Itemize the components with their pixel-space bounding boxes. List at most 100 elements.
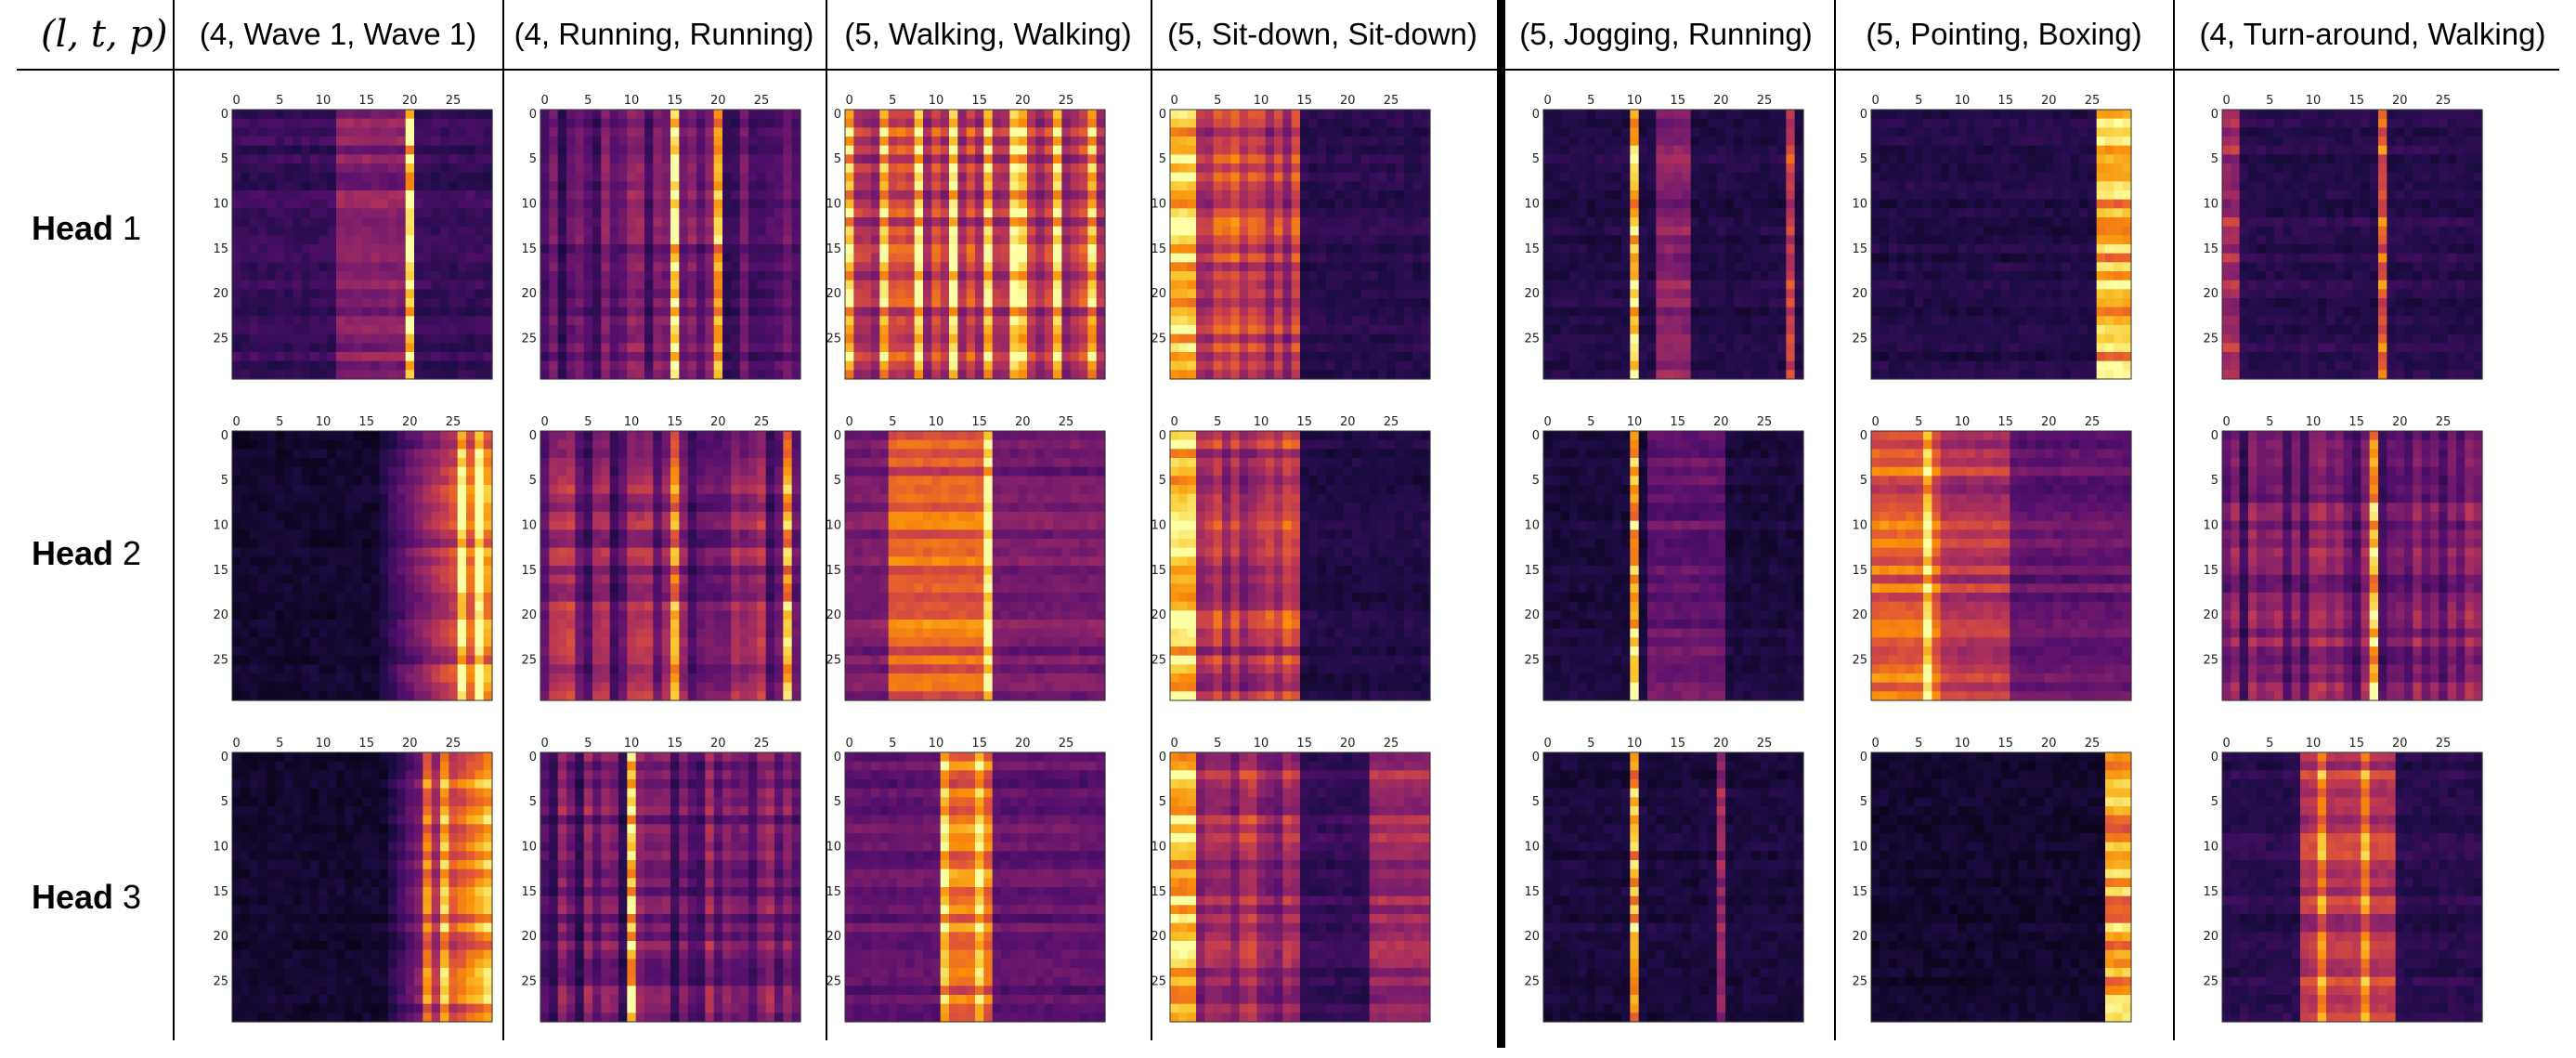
heatmap-cell [1966, 190, 1976, 201]
heatmap-cell [1282, 163, 1293, 174]
heatmap-cell [653, 360, 663, 371]
heatmap-cell [293, 307, 303, 317]
heatmap-cell [1274, 172, 1283, 182]
heatmap-cell [644, 199, 654, 209]
heatmap-cell [1248, 325, 1257, 335]
heatmap-cell [618, 208, 628, 218]
heatmap-cell [2062, 181, 2072, 191]
heatmap-cell [791, 137, 801, 147]
heatmap-cell [1932, 226, 1942, 236]
heatmap-cell [1786, 199, 1796, 209]
heatmap-cell [1213, 253, 1223, 263]
heatmap-cell [670, 118, 680, 128]
heatmap-cell [653, 118, 663, 128]
heatmap-cell [1395, 316, 1405, 326]
heatmap-cell [1282, 181, 1293, 191]
heatmap-cell [722, 190, 732, 201]
heatmap-cell [1230, 217, 1241, 228]
heatmap-cell [1569, 226, 1579, 236]
heatmap-cell [609, 271, 619, 281]
heatmap-cell [405, 316, 415, 326]
heatmap-cell [1334, 154, 1345, 164]
heatmap-cell [345, 181, 355, 191]
heatmap-cell [1560, 360, 1570, 371]
heatmap-cell [705, 244, 715, 255]
heatmap-cell [905, 325, 916, 335]
heatmap-cell [2114, 137, 2124, 147]
heatmap-cell [1035, 262, 1046, 272]
heatmap-cell [1256, 181, 1267, 191]
heatmap-cell [397, 280, 407, 290]
heatmap-cell [2036, 190, 2046, 201]
heatmap-cell [301, 325, 311, 335]
heatmap-cell [414, 163, 423, 174]
heatmap-cell [1096, 370, 1106, 380]
y-tick-label: 0 [529, 108, 537, 122]
heatmap-cell [1196, 208, 1205, 218]
heatmap-cell [1196, 352, 1205, 362]
heatmap-cell [635, 118, 645, 128]
heatmap-cell [1708, 110, 1718, 120]
heatmap-cell [1638, 280, 1648, 290]
heatmap-cell [1070, 137, 1080, 147]
heatmap-cell [940, 316, 950, 326]
heatmap-cell [914, 360, 924, 371]
heatmap-cell [1204, 307, 1215, 317]
heatmap-cell [1871, 127, 1880, 137]
heatmap-cell [905, 271, 916, 281]
heatmap-cell [371, 226, 381, 236]
heatmap-cell [783, 298, 793, 308]
heatmap-cell [2096, 110, 2106, 120]
heatmap-cell [345, 298, 355, 308]
heatmap-cell [670, 298, 680, 308]
heatmap-cell [258, 154, 267, 164]
column-divider [1834, 0, 1836, 1040]
heatmap-cell [1256, 307, 1267, 317]
heatmap-cell [618, 118, 628, 128]
heatmap-cell [1248, 271, 1257, 281]
y-tick-label: 20 [826, 287, 841, 301]
heatmap-cell [1187, 262, 1197, 272]
heatmap-cell [327, 333, 337, 344]
heatmap-cell [1087, 352, 1098, 362]
heatmap-cell [731, 172, 741, 182]
heatmap-cell [1586, 208, 1596, 218]
heatmap-cell [1569, 352, 1579, 362]
heatmap-cell [1897, 190, 1906, 201]
heatmap-cell [431, 118, 441, 128]
heatmap-cell [1248, 298, 1257, 308]
heatmap-cell [1256, 172, 1267, 182]
heatmap-cell [388, 118, 397, 128]
heatmap-cell [1087, 199, 1098, 209]
heatmap-cell [423, 190, 433, 201]
heatmap-cell [888, 316, 898, 326]
heatmap-cell [888, 343, 898, 353]
heatmap-cell [635, 217, 645, 228]
heatmap-cell [431, 343, 441, 353]
heatmap-cell [845, 298, 854, 308]
heatmap-cell [475, 137, 485, 147]
heatmap-cell [609, 226, 619, 236]
heatmap-cell [267, 244, 277, 255]
heatmap-cell [1586, 172, 1596, 182]
heatmap-cell [549, 181, 559, 191]
heatmap-cell [931, 262, 942, 272]
heatmap-cell [1578, 333, 1588, 344]
heatmap-cell [1187, 343, 1197, 353]
heatmap-cell [791, 360, 801, 371]
heatmap-cell [1204, 226, 1215, 236]
heatmap-cell [592, 333, 602, 344]
heatmap-cell [1708, 352, 1718, 362]
heatmap-cell [627, 226, 637, 236]
heatmap-cell [2079, 190, 2088, 201]
heatmap-cell [1213, 154, 1223, 164]
heatmap-cell [1378, 110, 1387, 120]
heatmap-cell [1673, 208, 1683, 218]
heatmap-cell [897, 333, 906, 344]
heatmap-cell [1204, 217, 1215, 228]
heatmap-cell [1053, 163, 1062, 174]
heatmap-cell [897, 316, 906, 326]
heatmap-cell [583, 118, 593, 128]
heatmap-cell [897, 208, 906, 218]
heatmap-cell [2105, 110, 2114, 120]
